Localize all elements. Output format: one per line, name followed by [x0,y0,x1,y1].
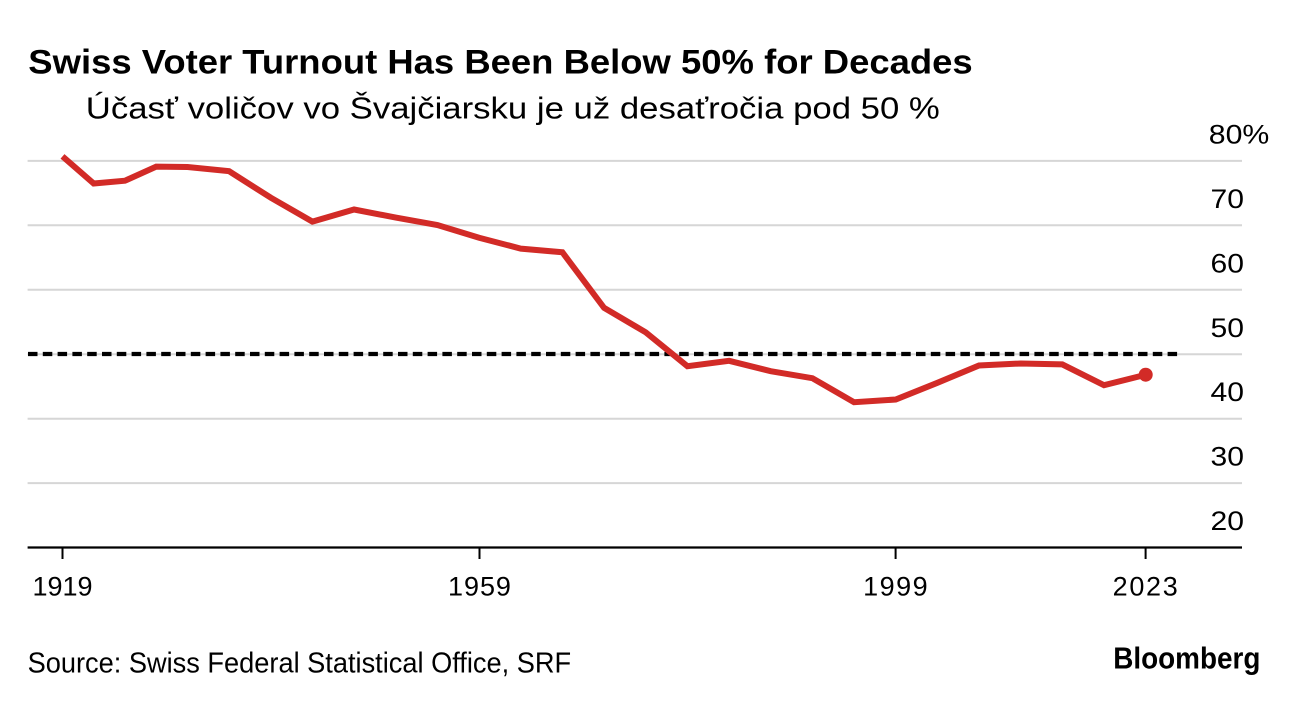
svg-text:60: 60 [1211,248,1245,278]
svg-text:40: 40 [1211,377,1245,407]
svg-text:20: 20 [1211,506,1245,536]
svg-text:2023: 2023 [1113,572,1178,602]
svg-text:50: 50 [1211,313,1245,343]
svg-text:70: 70 [1211,184,1245,214]
svg-text:Source: Swiss Federal Statisti: Source: Swiss Federal Statistical Office… [28,647,572,679]
svg-text:Swiss Voter Turnout Has Been B: Swiss Voter Turnout Has Been Below 50% f… [28,43,972,81]
svg-text:30: 30 [1211,442,1245,472]
svg-text:1999: 1999 [863,572,928,602]
svg-text:Bloomberg: Bloomberg [1113,640,1260,675]
svg-text:80%: 80% [1209,120,1270,150]
svg-text:Účasť voličov vo Švajčiarsku j: Účasť voličov vo Švajčiarsku je už desať… [86,90,940,125]
svg-text:1959: 1959 [448,572,511,602]
svg-text:1919: 1919 [33,572,93,602]
